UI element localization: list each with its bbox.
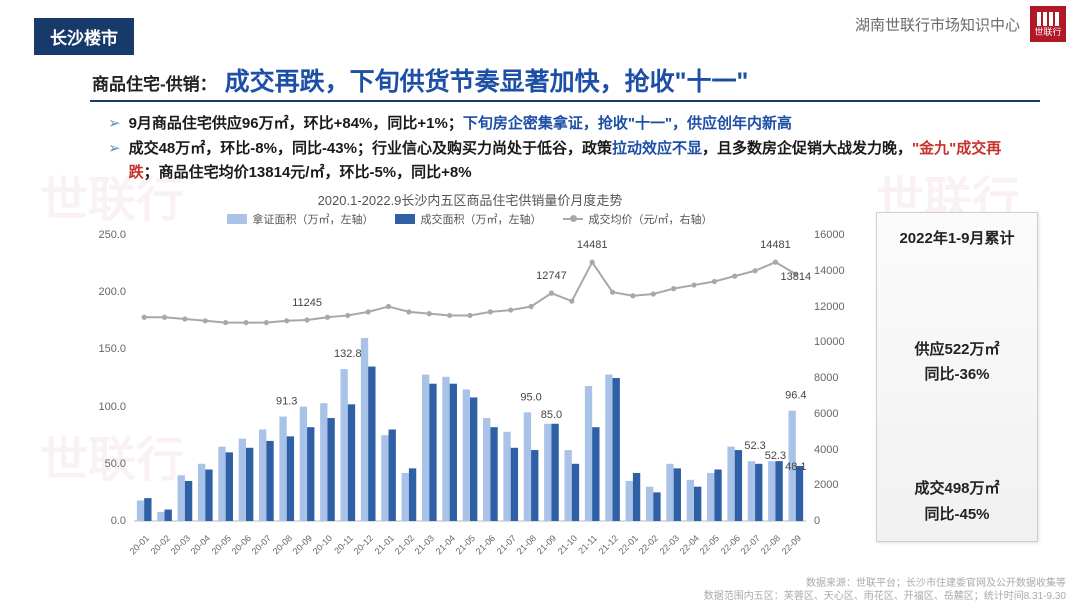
title-underline bbox=[90, 100, 1040, 102]
brand-logo: 世联行 bbox=[1030, 6, 1066, 42]
title-row: 商品住宅-供销： 成交再跌，下旬供货节奏显著加快，抢收"十一" bbox=[92, 62, 1040, 98]
chart-legend: 拿证面积（万㎡，左轴）成交面积（万㎡，左轴）成交均价（元/㎡，右轴） bbox=[90, 211, 850, 227]
section-badge: 长沙楼市 bbox=[34, 18, 134, 55]
x-axis: 20-0120-0220-0320-0420-0520-0620-0720-08… bbox=[134, 525, 806, 565]
footer-line: 数据来源：世联平台；长沙市住建委官网及公开数据收集等 bbox=[704, 577, 1066, 590]
svg-text:12747: 12747 bbox=[536, 270, 567, 282]
svg-text:52.3: 52.3 bbox=[765, 450, 786, 462]
svg-text:85.0: 85.0 bbox=[541, 409, 562, 421]
chart-svg: 91.3 11245 132.8 95.085.0 12747 14481 52.352.3… bbox=[90, 231, 850, 561]
svg-text:95.0: 95.0 bbox=[520, 391, 541, 403]
svg-text:14481: 14481 bbox=[577, 239, 608, 251]
chart-plot: 0.050.0100.0150.0200.0250.0 020004000600… bbox=[90, 231, 850, 561]
svg-text:48.1: 48.1 bbox=[785, 461, 806, 473]
footer-line: 数据范围内五区：芙蓉区、天心区、雨花区、开福区、岳麓区；统计时间8.31-9.3… bbox=[704, 590, 1066, 603]
panel-stat-supply: 供应522万㎡ 同比-36% bbox=[885, 337, 1029, 388]
panel-stat-line: 供应522万㎡ bbox=[885, 337, 1029, 363]
svg-text:52.3: 52.3 bbox=[744, 440, 765, 452]
footer: 数据来源：世联平台；长沙市住建委官网及公开数据收集等 数据范围内五区：芙蓉区、天… bbox=[704, 577, 1066, 603]
logo-text: 世联行 bbox=[1034, 28, 1061, 37]
panel-stat-line: 成交498万㎡ bbox=[885, 476, 1029, 502]
panel-head: 2022年1-9月累计 bbox=[885, 227, 1029, 248]
title-prefix: 商品住宅-供销： bbox=[92, 70, 217, 95]
summary-panel: 2022年1-9月累计 供应522万㎡ 同比-36% 成交498万㎡ 同比-45… bbox=[876, 212, 1038, 542]
chart-title: 2020.1-2022.9长沙内五区商品住宅供销量价月度走势 bbox=[90, 190, 850, 209]
bullet-list: ➢9月商品住宅供应96万㎡，环比+84%，同比+1%；下旬房企密集拿证，抢收"十… bbox=[108, 112, 1020, 186]
panel-stat-line: 同比-36% bbox=[885, 362, 1029, 388]
title-main: 成交再跌，下旬供货节奏显著加快，抢收"十一" bbox=[225, 62, 749, 98]
slide: 世联行 世联行 世联行 世联行 湖南世联行市场知识中心 世联行 长沙楼市 商品住… bbox=[0, 0, 1080, 607]
svg-text:11245: 11245 bbox=[292, 297, 322, 309]
org-name: 湖南世联行市场知识中心 bbox=[855, 14, 1020, 35]
panel-stat-line: 同比-45% bbox=[885, 502, 1029, 528]
svg-text:13814: 13814 bbox=[781, 271, 812, 283]
svg-text:14481: 14481 bbox=[760, 239, 791, 251]
panel-stat-deal: 成交498万㎡ 同比-45% bbox=[885, 476, 1029, 527]
svg-text:91.3: 91.3 bbox=[276, 396, 297, 408]
chart: 2020.1-2022.9长沙内五区商品住宅供销量价月度走势 拿证面积（万㎡，左… bbox=[90, 190, 850, 580]
header: 湖南世联行市场知识中心 世联行 bbox=[855, 6, 1066, 42]
svg-text:132.8: 132.8 bbox=[334, 348, 362, 360]
svg-text:96.4: 96.4 bbox=[785, 390, 806, 402]
